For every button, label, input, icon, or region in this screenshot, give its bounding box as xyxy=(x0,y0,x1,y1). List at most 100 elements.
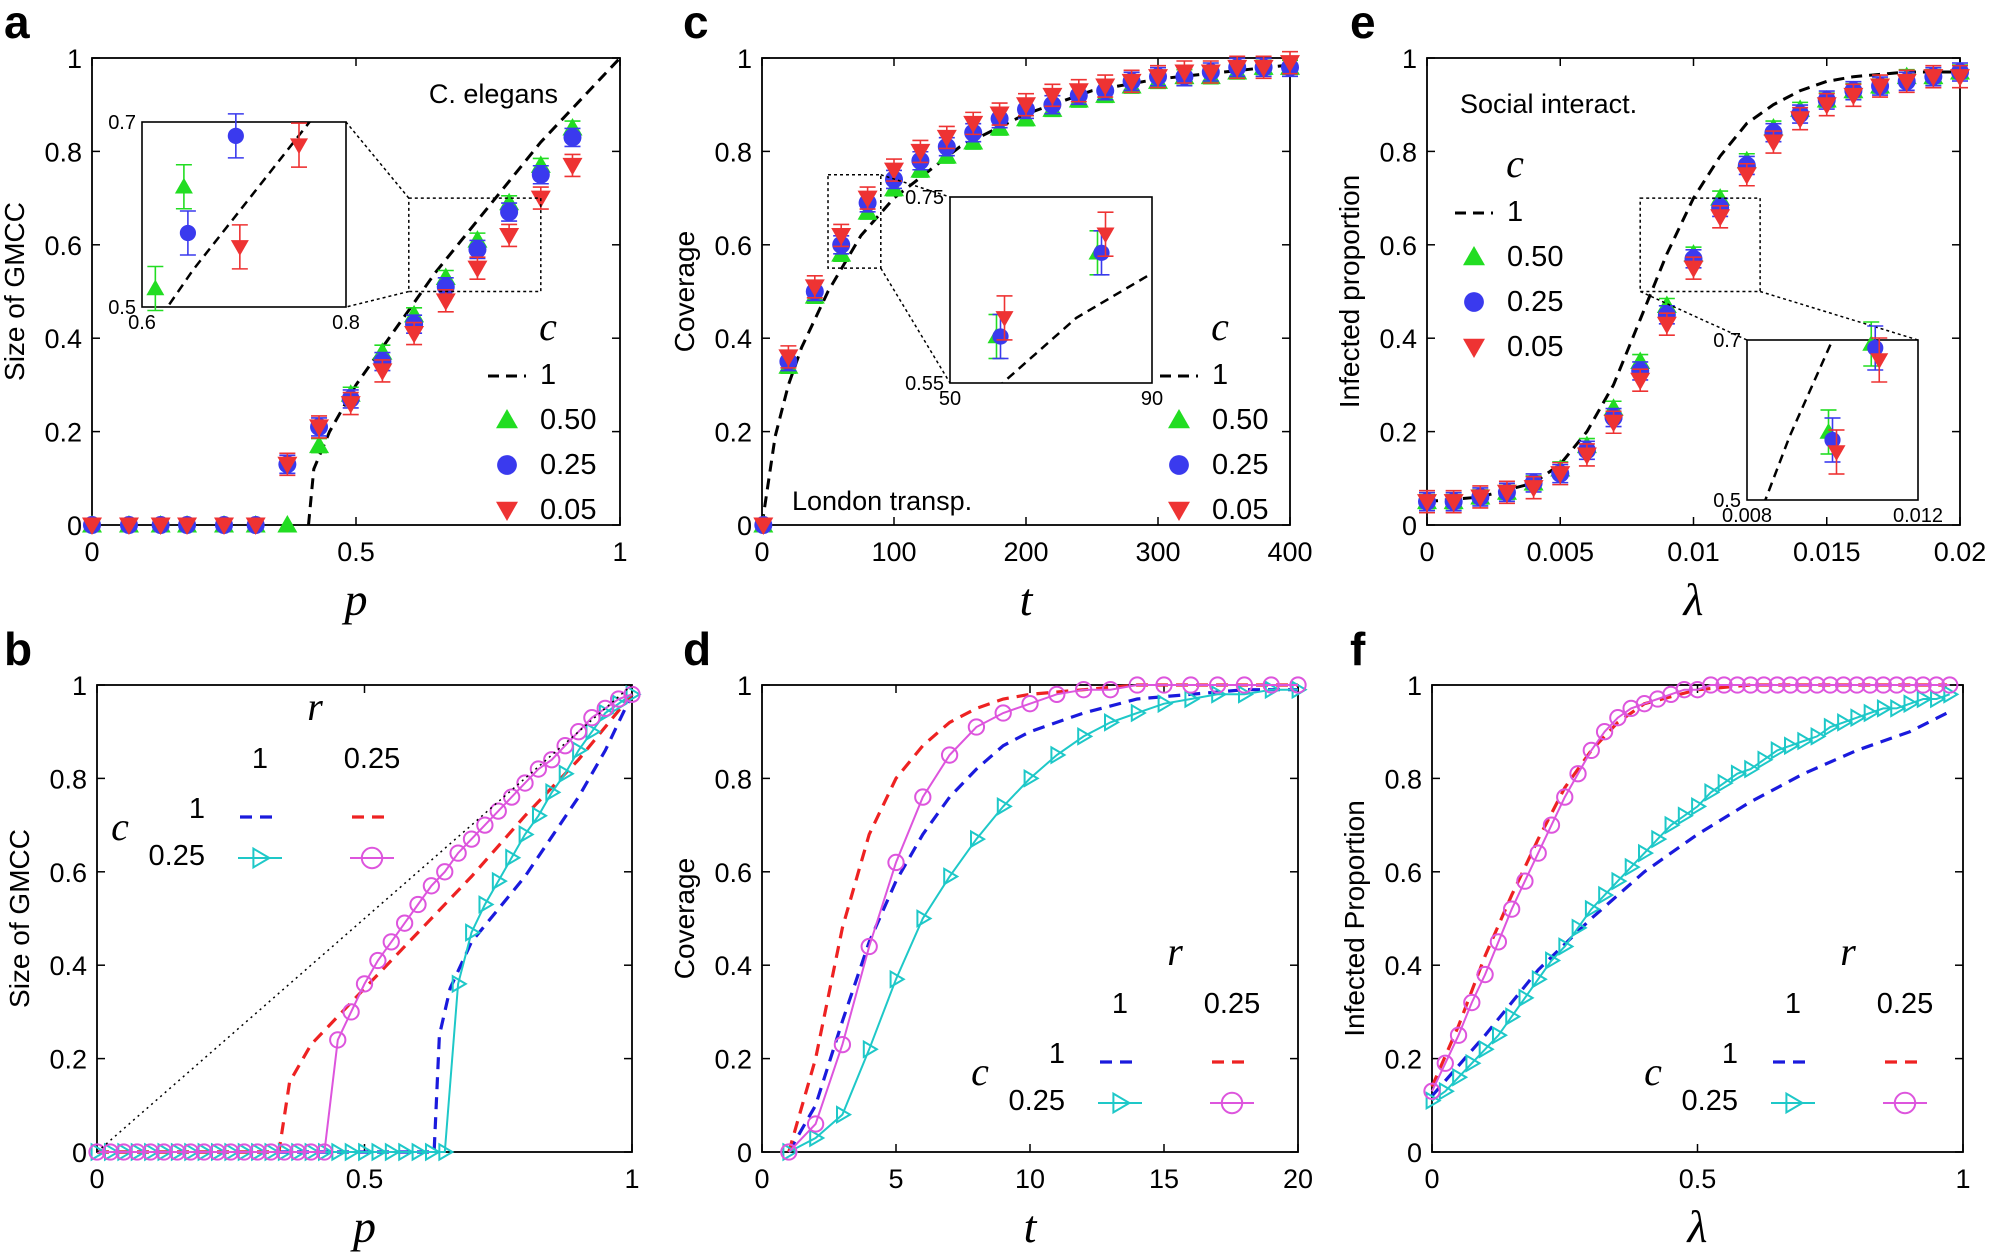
y-tick-label: 0.4 xyxy=(44,324,82,354)
zoom-connector xyxy=(345,121,410,199)
data-point-c025-r1 xyxy=(1611,871,1628,891)
x-tick-label: 1 xyxy=(612,537,627,567)
data-point-c025-r025 xyxy=(1235,676,1254,694)
data-point-c025-r025 xyxy=(1289,676,1307,694)
panel-letter: d xyxy=(683,623,711,675)
legend-swatch-0.50 xyxy=(496,409,518,429)
data-point-c025-r1 xyxy=(1130,703,1147,723)
legend-swatch-0.05 xyxy=(496,501,518,521)
data-point-c025-r025 xyxy=(529,760,548,778)
data-point-c025-r025 xyxy=(315,1143,334,1161)
data-point-c025-r1 xyxy=(1545,951,1562,970)
data-point-c025-r025 xyxy=(355,975,374,993)
data-point-c025-r025 xyxy=(1542,816,1561,834)
data-point-c025-r025 xyxy=(235,1143,253,1161)
legend-swatch-0.05 xyxy=(1168,501,1190,521)
data-point-0.05 xyxy=(910,143,931,162)
zoom-region xyxy=(408,197,542,293)
inset-x-tick: 0.012 xyxy=(1893,505,1943,527)
x-tick-label: 10 xyxy=(1015,1164,1045,1194)
data-point-0.05 xyxy=(118,517,139,535)
data-point-c025-r025 xyxy=(1436,1054,1454,1072)
data-point-0.05 xyxy=(1068,83,1089,101)
data-point-c025-r1 xyxy=(1717,773,1734,793)
x-axis-label: p xyxy=(350,1201,376,1252)
data-point-c025-r025 xyxy=(1182,676,1200,694)
data-point-c025-r025 xyxy=(275,1143,293,1161)
data-point-c025-r025 xyxy=(489,802,507,820)
data-point-c025-r025 xyxy=(342,1003,360,1021)
data-point-c025-r1 xyxy=(558,764,575,784)
data-point-c025-r1 xyxy=(424,1142,442,1162)
data-point-0.05 xyxy=(1923,69,1944,87)
data-point-c025-r025 xyxy=(409,895,427,914)
data-point-c025-r1 xyxy=(438,1142,455,1162)
data-point-c025-r1 xyxy=(1638,843,1655,863)
data-point-0.05 xyxy=(1280,55,1300,73)
data-point-c025-r1 xyxy=(545,783,562,802)
data-point-c025-r025 xyxy=(395,914,414,932)
y-tick-label: 0 xyxy=(72,1138,87,1168)
data-point-c025-r025 xyxy=(940,746,959,764)
y-axis-label: Infected proportion xyxy=(1334,175,1365,409)
y-tick-label: 1 xyxy=(737,671,752,701)
data-point-0.50 xyxy=(309,435,330,454)
legend-swatch-c025-r1 xyxy=(1112,1091,1132,1115)
data-point-c025-r1 xyxy=(809,1128,826,1148)
zoom-connector xyxy=(880,267,951,384)
data-point-c025-r1 xyxy=(1823,717,1840,737)
legend-row-label: 1 xyxy=(189,793,205,825)
zoom-connector xyxy=(345,290,409,308)
data-point-c025-r025 xyxy=(248,1143,267,1161)
data-point-c025-r1 xyxy=(1452,1067,1469,1087)
legend-label: 1 xyxy=(1507,196,1523,228)
y-tick-label: 0.2 xyxy=(1379,418,1417,448)
data-point-c025-r025 xyxy=(222,1143,240,1161)
data-point-c025-r025 xyxy=(543,751,561,769)
data-point-0.05 xyxy=(1550,466,1571,484)
data-point-c025-r1 xyxy=(1238,684,1255,704)
x-axis-label: t xyxy=(1020,574,1034,625)
inset-x-tick: 0.008 xyxy=(1722,505,1772,527)
diagonal-line xyxy=(96,684,633,1153)
data-point-c025-r025 xyxy=(155,1143,173,1161)
data-point-0.05 xyxy=(150,517,171,535)
legend-swatch-c025-r025 xyxy=(1220,1091,1244,1115)
y-tick-label: 0.2 xyxy=(1384,1045,1422,1075)
data-point-c025-r1 xyxy=(1491,1025,1509,1045)
data-point-0.05 xyxy=(1896,73,1917,92)
data-point-c025-r1 xyxy=(1598,885,1615,905)
data-point-0.05 xyxy=(562,157,583,176)
x-tick-label: 0 xyxy=(89,1164,104,1194)
y-tick-label: 0.2 xyxy=(714,1045,752,1075)
legend-swatch-c025-r1 xyxy=(1785,1091,1805,1115)
legend-label: 0.05 xyxy=(1507,331,1563,363)
zoom-connector xyxy=(880,174,951,198)
data-point-c025-r1 xyxy=(1757,750,1774,770)
data-point-c025-r025 xyxy=(516,774,534,792)
data-point-0.05 xyxy=(1200,64,1221,83)
panel-letter: a xyxy=(4,0,30,48)
inset-point-0.25 xyxy=(1093,244,1110,261)
x-tick-label: 0.02 xyxy=(1934,537,1987,567)
y-tick-label: 0 xyxy=(1407,1138,1422,1168)
data-point-c025-r025 xyxy=(141,1143,160,1161)
legend-label: 0.50 xyxy=(1507,241,1563,273)
data-point-c025-r025 xyxy=(1848,676,1866,694)
data-point-c025-r1 xyxy=(518,825,535,844)
data-point-c025-r1 xyxy=(1863,703,1880,723)
y-tick-label: 0.8 xyxy=(714,764,752,794)
data-point-c025-r1 xyxy=(625,684,642,704)
y-tick-label: 0.8 xyxy=(44,137,82,167)
data-point-c025-r1 xyxy=(782,1142,799,1162)
legend-row-label: 0.25 xyxy=(1009,1085,1065,1117)
data-point-c025-r1 xyxy=(1677,806,1694,826)
data-point-c025-r025 xyxy=(1808,676,1826,694)
data-point-c025-r025 xyxy=(1675,681,1693,699)
data-point-c025-r025 xyxy=(168,1143,186,1161)
series-line-c1-r025 xyxy=(1430,683,1948,1088)
data-point-0.05 xyxy=(1148,69,1168,87)
data-point-c025-r025 xyxy=(128,1143,146,1161)
theory-line xyxy=(307,56,622,526)
